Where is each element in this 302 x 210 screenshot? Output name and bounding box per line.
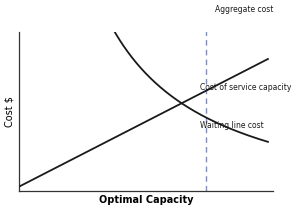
Text: Cost of service capacity: Cost of service capacity: [200, 83, 291, 92]
Y-axis label: Cost $: Cost $: [5, 96, 15, 127]
X-axis label: Optimal Capacity: Optimal Capacity: [99, 195, 193, 205]
Text: Waiting line cost: Waiting line cost: [200, 121, 264, 130]
Text: Minimum: Minimum: [0, 209, 1, 210]
Text: Aggregate cost: Aggregate cost: [215, 5, 274, 14]
